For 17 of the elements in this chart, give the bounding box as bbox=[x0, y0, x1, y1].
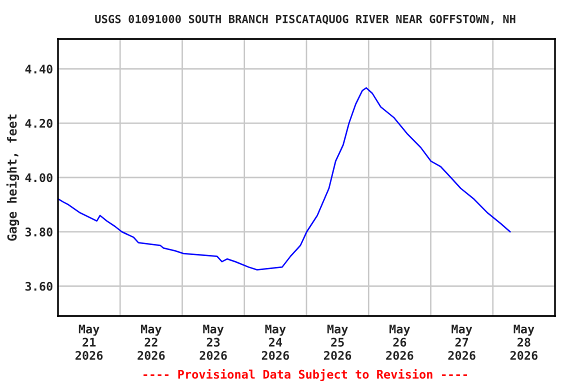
y-tick-label: 3.80 bbox=[25, 228, 52, 236]
x-tick-label: May 23 2026 bbox=[200, 324, 227, 360]
x-tick-label: May 26 2026 bbox=[386, 324, 414, 360]
y-tick-label: 4.00 bbox=[25, 173, 52, 182]
x-tick-label: May 25 2026 bbox=[324, 324, 352, 360]
x-tick-label: May 22 2026 bbox=[138, 324, 165, 360]
x-tick-label: May 24 2026 bbox=[262, 324, 290, 360]
chart-title: USGS 01091000 SOUTH BRANCH PISCATAQUOG RIVER NEAR GOFFSTOWN, NH bbox=[95, 14, 516, 25]
x-tick-label: May 27 2026 bbox=[448, 324, 476, 360]
x-tick-label: May 21 2026 bbox=[76, 324, 103, 360]
y-tick-label: 3.60 bbox=[25, 282, 52, 291]
y-tick-label: 4.20 bbox=[25, 118, 52, 128]
x-tick-label: May 28 2026 bbox=[510, 324, 538, 360]
text: ---- Provisional Data Subject to Revision ---- bbox=[144, 368, 468, 382]
line-series bbox=[58, 87, 511, 271]
y-axis-title: Gage height, feet bbox=[6, 114, 20, 241]
y-tick-label: 4.40 bbox=[25, 64, 52, 74]
